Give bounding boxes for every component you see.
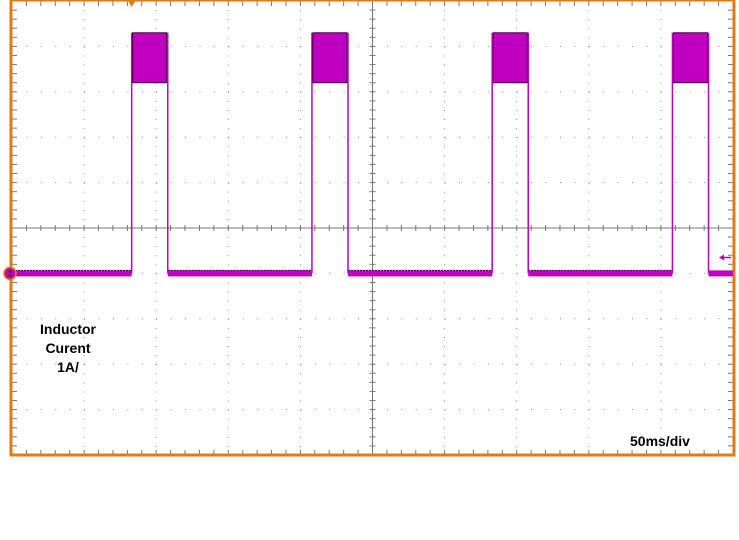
trace-label-line-3: 1A/ xyxy=(57,359,79,375)
channel-ground-marker-label: 3 xyxy=(8,269,13,278)
trace-label-line-1: Inductor xyxy=(40,321,96,337)
trigger-level-arrow-icon xyxy=(719,254,724,261)
trace-baseline-segment xyxy=(12,270,132,277)
timebase-label: 50ms/div xyxy=(630,433,690,449)
trace-pulse-high xyxy=(492,32,528,84)
trace-baseline-segment xyxy=(167,270,312,277)
trace-pulse-high xyxy=(132,32,168,84)
trace-baseline-segment xyxy=(708,270,733,277)
trace-label: Inductor Curent 1A/ xyxy=(20,320,116,377)
trace-baseline-segment xyxy=(528,270,673,277)
channel-ground-marker-icon xyxy=(3,266,17,281)
trigger-position-icon xyxy=(127,0,136,7)
graticule-frame xyxy=(9,0,736,457)
trace-baseline-segment xyxy=(347,270,493,277)
trace-pulse-high xyxy=(672,32,708,84)
trace-pulse-high xyxy=(312,32,348,84)
trace-label-line-2: Curent xyxy=(45,340,91,356)
